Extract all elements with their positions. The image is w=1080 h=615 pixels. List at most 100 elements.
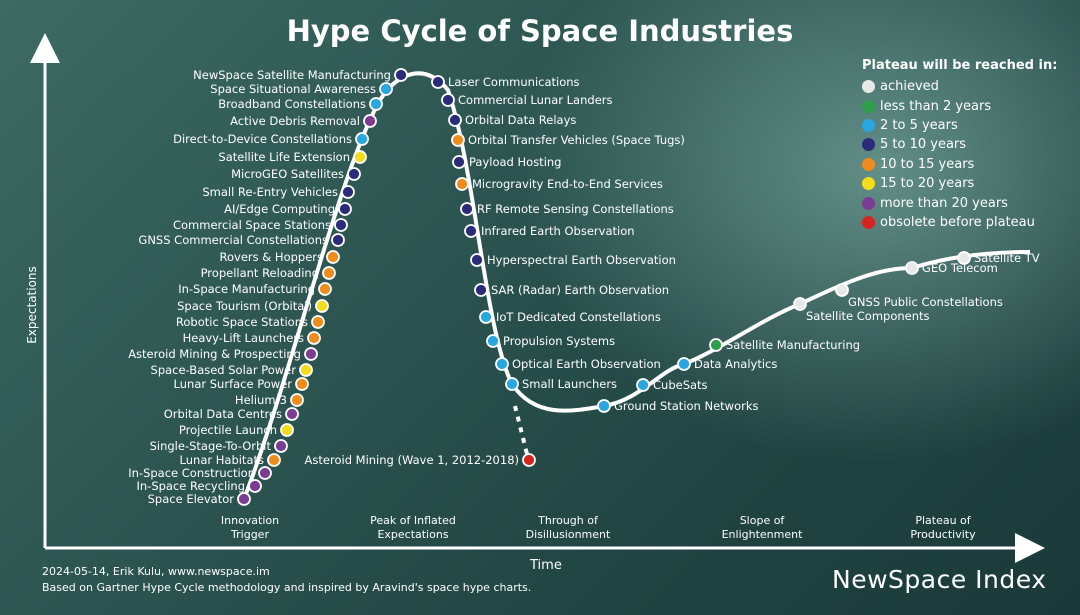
technology-label: Space Situational Awareness (210, 82, 376, 96)
technology-point (307, 331, 321, 345)
technology-point (431, 75, 445, 89)
phase-line1: Plateau of (915, 514, 971, 527)
technology-point (441, 93, 455, 107)
technology-label: GNSS Public Constellations (848, 295, 1003, 309)
technology-label: Heavy-Lift Launchers (183, 331, 304, 345)
legend-item-label: 5 to 10 years (880, 137, 967, 153)
phase-plateau: Plateau of Productivity (878, 514, 1008, 542)
legend-dot-icon (862, 99, 875, 113)
legend-item-5-to-10-years: 5 to 10 years (862, 135, 1074, 154)
technology-label: Satellite Components (806, 309, 930, 323)
technology-point (326, 250, 340, 264)
technology-point (338, 202, 352, 216)
legend-dot-icon (862, 118, 875, 132)
legend-item-label: 10 to 15 years (880, 156, 975, 172)
technology-label: Rovers & Hoppers (220, 250, 323, 264)
technology-label: Ground Station Networks (614, 399, 759, 413)
phase-innovation-trigger: Innovation Trigger (185, 514, 315, 542)
phase-peak: Peak of Inflated Expectations (348, 514, 478, 542)
technology-point (486, 334, 500, 348)
technology-label: Satellite TV (974, 251, 1040, 265)
legend-item-label: less than 2 years (880, 98, 992, 114)
phase-line2: Expectations (377, 528, 449, 541)
legend-item-10-to-15-years: 10 to 15 years (862, 155, 1074, 174)
legend-dot-icon (862, 177, 875, 191)
technology-point (379, 82, 393, 96)
phase-line2: Enlightenment (721, 528, 803, 541)
technology-label: Single-Stage-To-Orbit (150, 439, 272, 453)
technology-label: Orbital Transfer Vehicles (Space Tugs) (468, 133, 685, 147)
technology-label: CubeSats (653, 378, 708, 392)
technology-point (299, 363, 313, 377)
legend-item-label: more than 20 years (880, 195, 1008, 211)
phase-line2: Disillusionment (525, 528, 611, 541)
legend-dot-icon (862, 196, 875, 210)
phase-trough: Through of Disillusionment (503, 514, 633, 542)
technology-point (474, 283, 488, 297)
phase-line2: Productivity (910, 528, 976, 541)
technology-label: Orbital Data Centres (164, 407, 282, 421)
technology-label: Orbital Data Relays (465, 113, 576, 127)
technology-label: In-Space Manufacturing (178, 282, 315, 296)
technology-label: Small Re-Entry Vehicles (202, 185, 338, 199)
technology-point (369, 97, 383, 111)
phase-line1: Innovation (220, 514, 280, 527)
legend-title: Plateau will be reached in: (862, 58, 1058, 73)
technology-label: Propulsion Systems (503, 334, 615, 348)
phase-line1: Peak of Inflated (370, 514, 456, 527)
technology-point (451, 133, 465, 147)
technology-point (248, 479, 262, 493)
phase-line1: Slope of (739, 514, 785, 527)
obsolete-dashed-line (513, 405, 530, 459)
technology-label: Payload Hosting (469, 155, 561, 169)
legend-item-2-to-5-years: 2 to 5 years (862, 116, 1074, 135)
technology-point (479, 310, 493, 324)
technology-label: Lunar Habitats (180, 453, 264, 467)
legend-item-label: 15 to 20 years (880, 176, 975, 192)
technology-point (295, 377, 309, 391)
technology-label: GNSS Commercial Constellations (138, 233, 328, 247)
technology-point (280, 423, 294, 437)
technology-label: Space Tourism (Orbital) (177, 299, 312, 313)
technology-point (505, 377, 519, 391)
technology-point (597, 399, 611, 413)
page-title: Hype Cycle of Space Industries (286, 14, 794, 48)
technology-label: Microgravity End-to-End Services (472, 177, 663, 191)
technology-point (793, 297, 807, 311)
legend-dot-icon (862, 80, 875, 94)
technology-point (237, 492, 251, 506)
technology-label: In-Space Recycling (136, 479, 245, 493)
technology-label: Space-Based Solar Power (151, 363, 297, 377)
technology-label: Asteroid Mining & Prospecting (128, 347, 301, 361)
technology-label: Satellite Manufacturing (726, 338, 860, 352)
technology-point (677, 357, 691, 371)
technology-point (452, 155, 466, 169)
technology-point (448, 113, 462, 127)
technology-label: SAR (Radar) Earth Observation (491, 283, 669, 297)
technology-point (470, 253, 484, 267)
technology-point (318, 282, 332, 296)
legend-item-more-than-20-years: more than 20 years (862, 193, 1074, 212)
technology-label: Direct-to-Device Constellations (173, 132, 352, 146)
technology-label: IoT Dedicated Constellations (496, 310, 661, 324)
technology-point (285, 407, 299, 421)
legend-dot-icon (862, 138, 875, 152)
technology-point (495, 357, 509, 371)
legend: Plateau will be reached in: achieved les… (862, 58, 1074, 232)
technology-label: Small Launchers (522, 377, 617, 391)
technology-label: Broadband Constellations (218, 97, 366, 111)
technology-point (636, 378, 650, 392)
technology-point (353, 150, 367, 164)
technology-point (709, 338, 723, 352)
technology-label: Infrared Earth Observation (481, 224, 635, 238)
y-axis-label: Expectations (25, 266, 39, 344)
technology-label: GEO Telecom (922, 261, 998, 275)
brand-logo-text: NewSpace Index (832, 565, 1047, 594)
technology-label: Robotic Space Stations (176, 315, 308, 329)
technology-point (464, 224, 478, 238)
legend-item-label: achieved (880, 79, 939, 95)
technology-point (334, 218, 348, 232)
technology-point (322, 266, 336, 280)
technology-label: Hyperspectral Earth Observation (487, 253, 676, 267)
